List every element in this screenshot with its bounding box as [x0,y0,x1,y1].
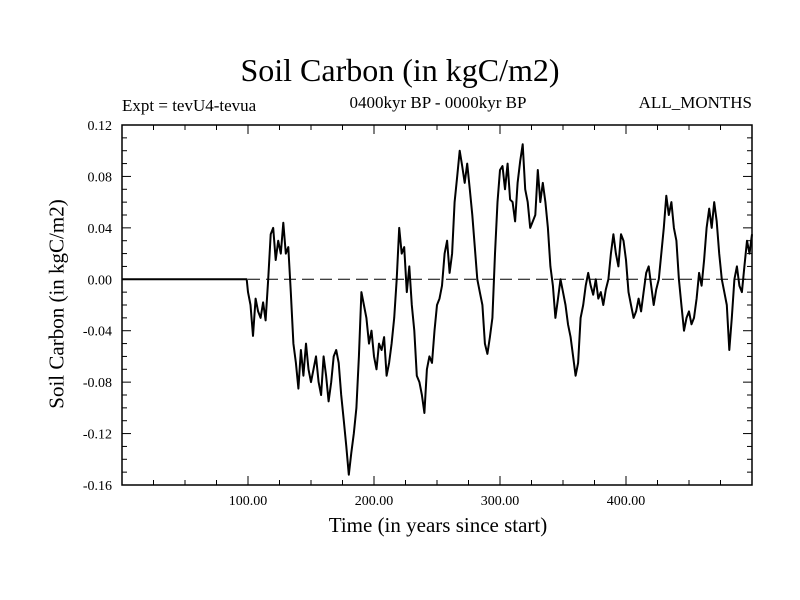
x-tick-label: 200.00 [355,494,394,509]
y-tick-label: -0.04 [83,325,112,340]
period-label: 0400kyr BP - 0000kyr BP [349,93,527,112]
y-tick-label: 0.12 [88,119,113,134]
x-axis-ticks: 100.00 200.00 300.00 400.00 [153,125,721,509]
series-line [122,143,753,476]
x-axis-title: Time (in years since start) [328,513,548,537]
y-tick-label: 0.08 [88,170,113,185]
y-tick-label: -0.12 [83,428,112,443]
y-tick-label: -0.16 [83,479,112,494]
y-tick-label: 0.04 [88,222,113,237]
y-axis-ticks: 0.12 0.08 0.04 0.00 -0.04 -0.08 -0.12 -0.16 [83,119,752,494]
x-tick-label: 300.00 [481,494,520,509]
chart-title: Soil Carbon (in kgC/m2) [240,52,560,88]
x-tick-label: 400.00 [607,494,646,509]
y-tick-label: 0.00 [88,273,113,288]
x-tick-label: 100.00 [229,494,268,509]
experiment-label: Expt = tevU4-tevua [122,96,257,115]
y-tick-label: -0.08 [83,376,112,391]
months-label: ALL_MONTHS [638,93,752,112]
